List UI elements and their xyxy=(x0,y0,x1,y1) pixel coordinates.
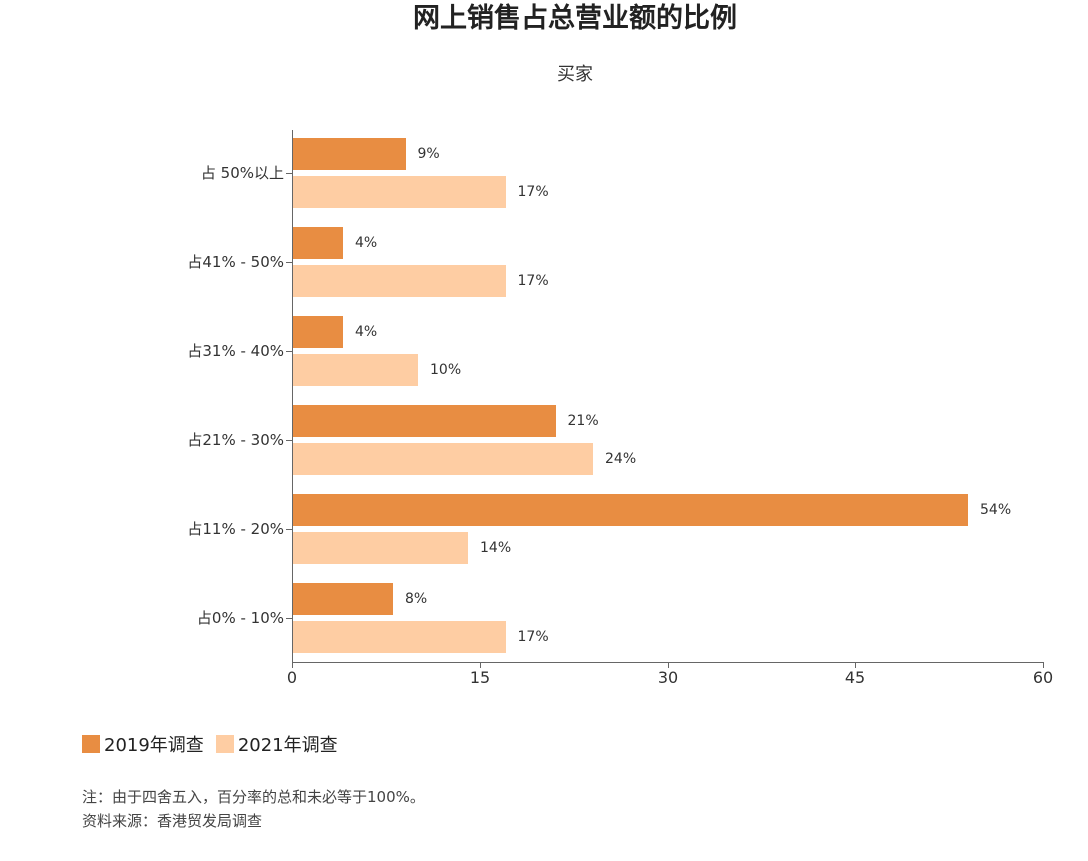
y-category-label: 占11% - 20% xyxy=(187,520,284,538)
bar-2021[interactable] xyxy=(293,443,593,475)
bar-value-label: 4% xyxy=(355,235,378,251)
bar-2019[interactable] xyxy=(293,316,343,348)
y-tick xyxy=(286,262,292,263)
bar-value-label: 17% xyxy=(517,629,549,645)
bar-2019[interactable] xyxy=(293,405,556,437)
bar-2021[interactable] xyxy=(293,354,418,386)
x-tick-label: 15 xyxy=(469,668,491,687)
chart-title: 网上销售占总营业额的比例 xyxy=(413,3,737,34)
y-tick xyxy=(286,440,292,441)
bar-2019[interactable] xyxy=(293,494,968,526)
bar-2021[interactable] xyxy=(293,532,468,564)
y-axis-line xyxy=(292,130,293,663)
y-category-label: 占0% - 10% xyxy=(196,609,284,627)
bar-2019[interactable] xyxy=(293,583,393,615)
rounding-note: 注：由于四舍五入，百分率的总和未必等于100%。 xyxy=(82,788,425,806)
bar-value-label: 14% xyxy=(480,540,512,556)
bar-value-label: 54% xyxy=(980,502,1012,518)
x-tick xyxy=(480,662,481,668)
bar-2019[interactable] xyxy=(293,138,406,170)
x-tick xyxy=(855,662,856,668)
bar-2021[interactable] xyxy=(293,621,506,653)
bar-value-label: 24% xyxy=(605,451,637,467)
bar-2021[interactable] xyxy=(293,265,506,297)
y-category-label: 占31% - 40% xyxy=(187,342,284,360)
y-category-label: 占41% - 50% xyxy=(187,253,284,271)
x-tick xyxy=(292,662,293,668)
bar-value-label: 9% xyxy=(417,146,440,162)
bar-2019[interactable] xyxy=(293,227,343,259)
x-tick-label: 0 xyxy=(286,668,298,687)
x-tick xyxy=(1043,662,1044,668)
bar-2021[interactable] xyxy=(293,176,506,208)
bar-value-label: 4% xyxy=(355,324,378,340)
chart-subtitle: 买家 xyxy=(557,64,593,85)
legend-swatch-2019 xyxy=(82,735,100,753)
bar-value-label: 21% xyxy=(567,413,599,429)
legend-item-2019[interactable]: 2019年调查 xyxy=(82,731,204,757)
y-tick xyxy=(286,173,292,174)
x-tick xyxy=(668,662,669,668)
y-category-label: 占21% - 30% xyxy=(187,431,284,449)
bar-value-label: 17% xyxy=(517,184,549,200)
y-tick xyxy=(286,351,292,352)
x-tick-label: 60 xyxy=(1032,668,1054,687)
legend: 2019年调查 2021年调查 xyxy=(82,731,350,757)
y-category-label: 占 50%以上 xyxy=(200,164,284,182)
legend-label-2021: 2021年调查 xyxy=(237,735,338,756)
y-tick xyxy=(286,529,292,530)
legend-item-2021[interactable]: 2021年调查 xyxy=(215,731,338,757)
legend-label-2019: 2019年调查 xyxy=(104,735,204,756)
x-tick-label: 30 xyxy=(657,668,679,687)
bar-value-label: 10% xyxy=(430,362,462,378)
bar-value-label: 17% xyxy=(517,273,549,289)
footnotes: 注：由于四舍五入，百分率的总和未必等于100%。 资料来源：香港贸发局调查 xyxy=(82,785,425,833)
x-tick-label: 45 xyxy=(844,668,866,687)
legend-swatch-2021 xyxy=(215,735,234,753)
y-tick xyxy=(286,618,292,619)
bar-value-label: 8% xyxy=(405,591,428,607)
source-note: 资料来源：香港贸发局调查 xyxy=(82,812,263,830)
